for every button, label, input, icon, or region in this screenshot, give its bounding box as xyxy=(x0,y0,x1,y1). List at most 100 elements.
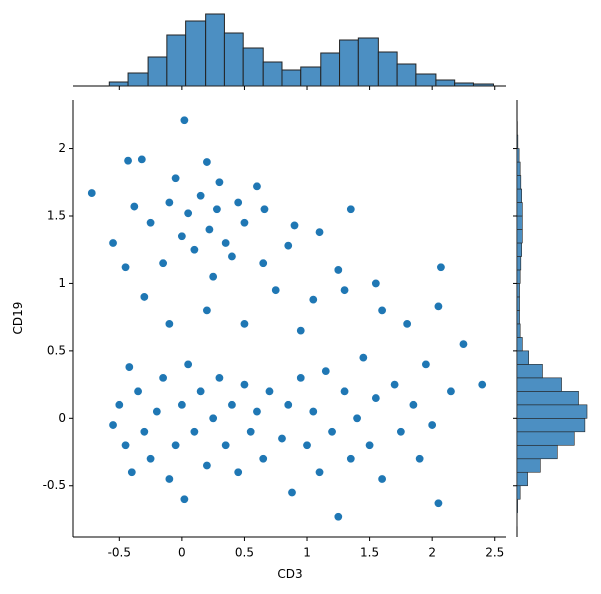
histogram-bar xyxy=(224,33,243,86)
scatter-point xyxy=(171,174,179,182)
y-tick-label: 1 xyxy=(58,276,66,290)
histogram-bar xyxy=(243,48,263,86)
scatter-point xyxy=(359,353,367,361)
histogram-bar xyxy=(517,297,520,310)
scatter-point xyxy=(347,205,355,213)
scatter-point xyxy=(353,414,361,422)
scatter-point xyxy=(315,468,323,476)
scatter-point xyxy=(253,182,261,190)
scatter-point xyxy=(130,202,138,210)
scatter-point xyxy=(259,455,267,463)
scatter-point xyxy=(180,495,188,503)
histogram-bar xyxy=(358,38,378,86)
scatter-point xyxy=(159,374,167,382)
histogram-bar xyxy=(517,472,528,485)
scatter-point xyxy=(422,360,430,368)
scatter-point xyxy=(403,320,411,328)
histogram-bar xyxy=(517,499,518,512)
histogram-bar xyxy=(128,73,148,86)
histogram-bar xyxy=(282,70,301,86)
scatter-point xyxy=(165,198,173,206)
y-tick-label: -0.5 xyxy=(43,478,66,492)
scatter-point xyxy=(309,407,317,415)
scatter-point xyxy=(447,387,455,395)
scatter-point xyxy=(409,401,417,409)
scatter-point xyxy=(178,401,186,409)
scatter-point xyxy=(138,155,146,163)
histogram-bar xyxy=(517,405,587,418)
histogram-bar xyxy=(517,391,579,404)
scatter-point xyxy=(334,266,342,274)
scatter-point xyxy=(178,232,186,240)
histogram-bar xyxy=(517,337,522,350)
scatter-point xyxy=(190,246,198,254)
histogram-bar xyxy=(517,203,522,216)
scatter-point xyxy=(121,263,129,271)
histogram-bar xyxy=(517,283,520,296)
scatter-point xyxy=(213,205,221,213)
histogram-bar xyxy=(517,486,520,499)
scatter-point xyxy=(397,428,405,436)
histogram-bar xyxy=(517,445,557,458)
scatter-point xyxy=(184,360,192,368)
scatter-point xyxy=(478,380,486,388)
histogram-bar xyxy=(517,229,522,242)
scatter-point xyxy=(128,468,136,476)
scatter-point xyxy=(221,239,229,247)
scatter-point xyxy=(146,219,154,227)
histogram-bar xyxy=(517,378,562,391)
scatter-point xyxy=(196,192,204,200)
histogram-bar xyxy=(517,189,522,202)
histogram-bar xyxy=(517,216,522,229)
x-tick-label: 1 xyxy=(303,546,311,560)
scatter-point xyxy=(260,205,268,213)
scatter-point xyxy=(415,455,423,463)
scatter-point xyxy=(278,434,286,442)
scatter-point xyxy=(221,441,229,449)
histogram-bar xyxy=(378,52,397,86)
scatter-point xyxy=(303,441,311,449)
scatter-point xyxy=(372,279,380,287)
histogram-bar xyxy=(517,135,518,148)
scatter-point xyxy=(259,259,267,267)
scatter-point xyxy=(328,428,336,436)
scatter-point xyxy=(315,228,323,236)
histogram-bar xyxy=(517,310,520,323)
histogram-bar xyxy=(167,35,186,86)
scatter-point xyxy=(184,209,192,217)
scatter-point xyxy=(240,380,248,388)
y-tick-label: 0 xyxy=(58,411,66,425)
histogram-bar xyxy=(301,67,321,86)
scatter-point xyxy=(297,326,305,334)
scatter-point xyxy=(228,252,236,260)
y-tick-label: 0.5 xyxy=(47,343,66,357)
histogram-bar xyxy=(517,459,540,472)
histogram-bar xyxy=(148,57,167,86)
scatter-point xyxy=(272,286,280,294)
scatter-point xyxy=(209,414,217,422)
scatter-point xyxy=(228,401,236,409)
scatter-point xyxy=(234,198,242,206)
scatter-point xyxy=(203,158,211,166)
scatter-point xyxy=(159,259,167,267)
x-tick-label: 2.5 xyxy=(485,546,504,560)
y-axis-label: CD19 xyxy=(11,302,25,335)
scatter-point xyxy=(253,407,261,415)
scatter-point xyxy=(284,401,292,409)
scatter-point xyxy=(378,306,386,314)
scatter-point xyxy=(196,387,204,395)
histogram-bar xyxy=(473,84,493,86)
scatter-point xyxy=(240,320,248,328)
histogram-bar xyxy=(517,149,519,162)
histogram-bar xyxy=(517,324,520,337)
histogram-bar xyxy=(206,14,225,86)
scatter-point xyxy=(165,320,173,328)
histogram-bar xyxy=(517,243,522,256)
scatter-point xyxy=(340,387,348,395)
scatter-point xyxy=(284,241,292,249)
histogram-bar xyxy=(397,64,416,86)
histogram-bar xyxy=(321,53,340,86)
scatter-point xyxy=(190,428,198,436)
scatter-point xyxy=(297,374,305,382)
